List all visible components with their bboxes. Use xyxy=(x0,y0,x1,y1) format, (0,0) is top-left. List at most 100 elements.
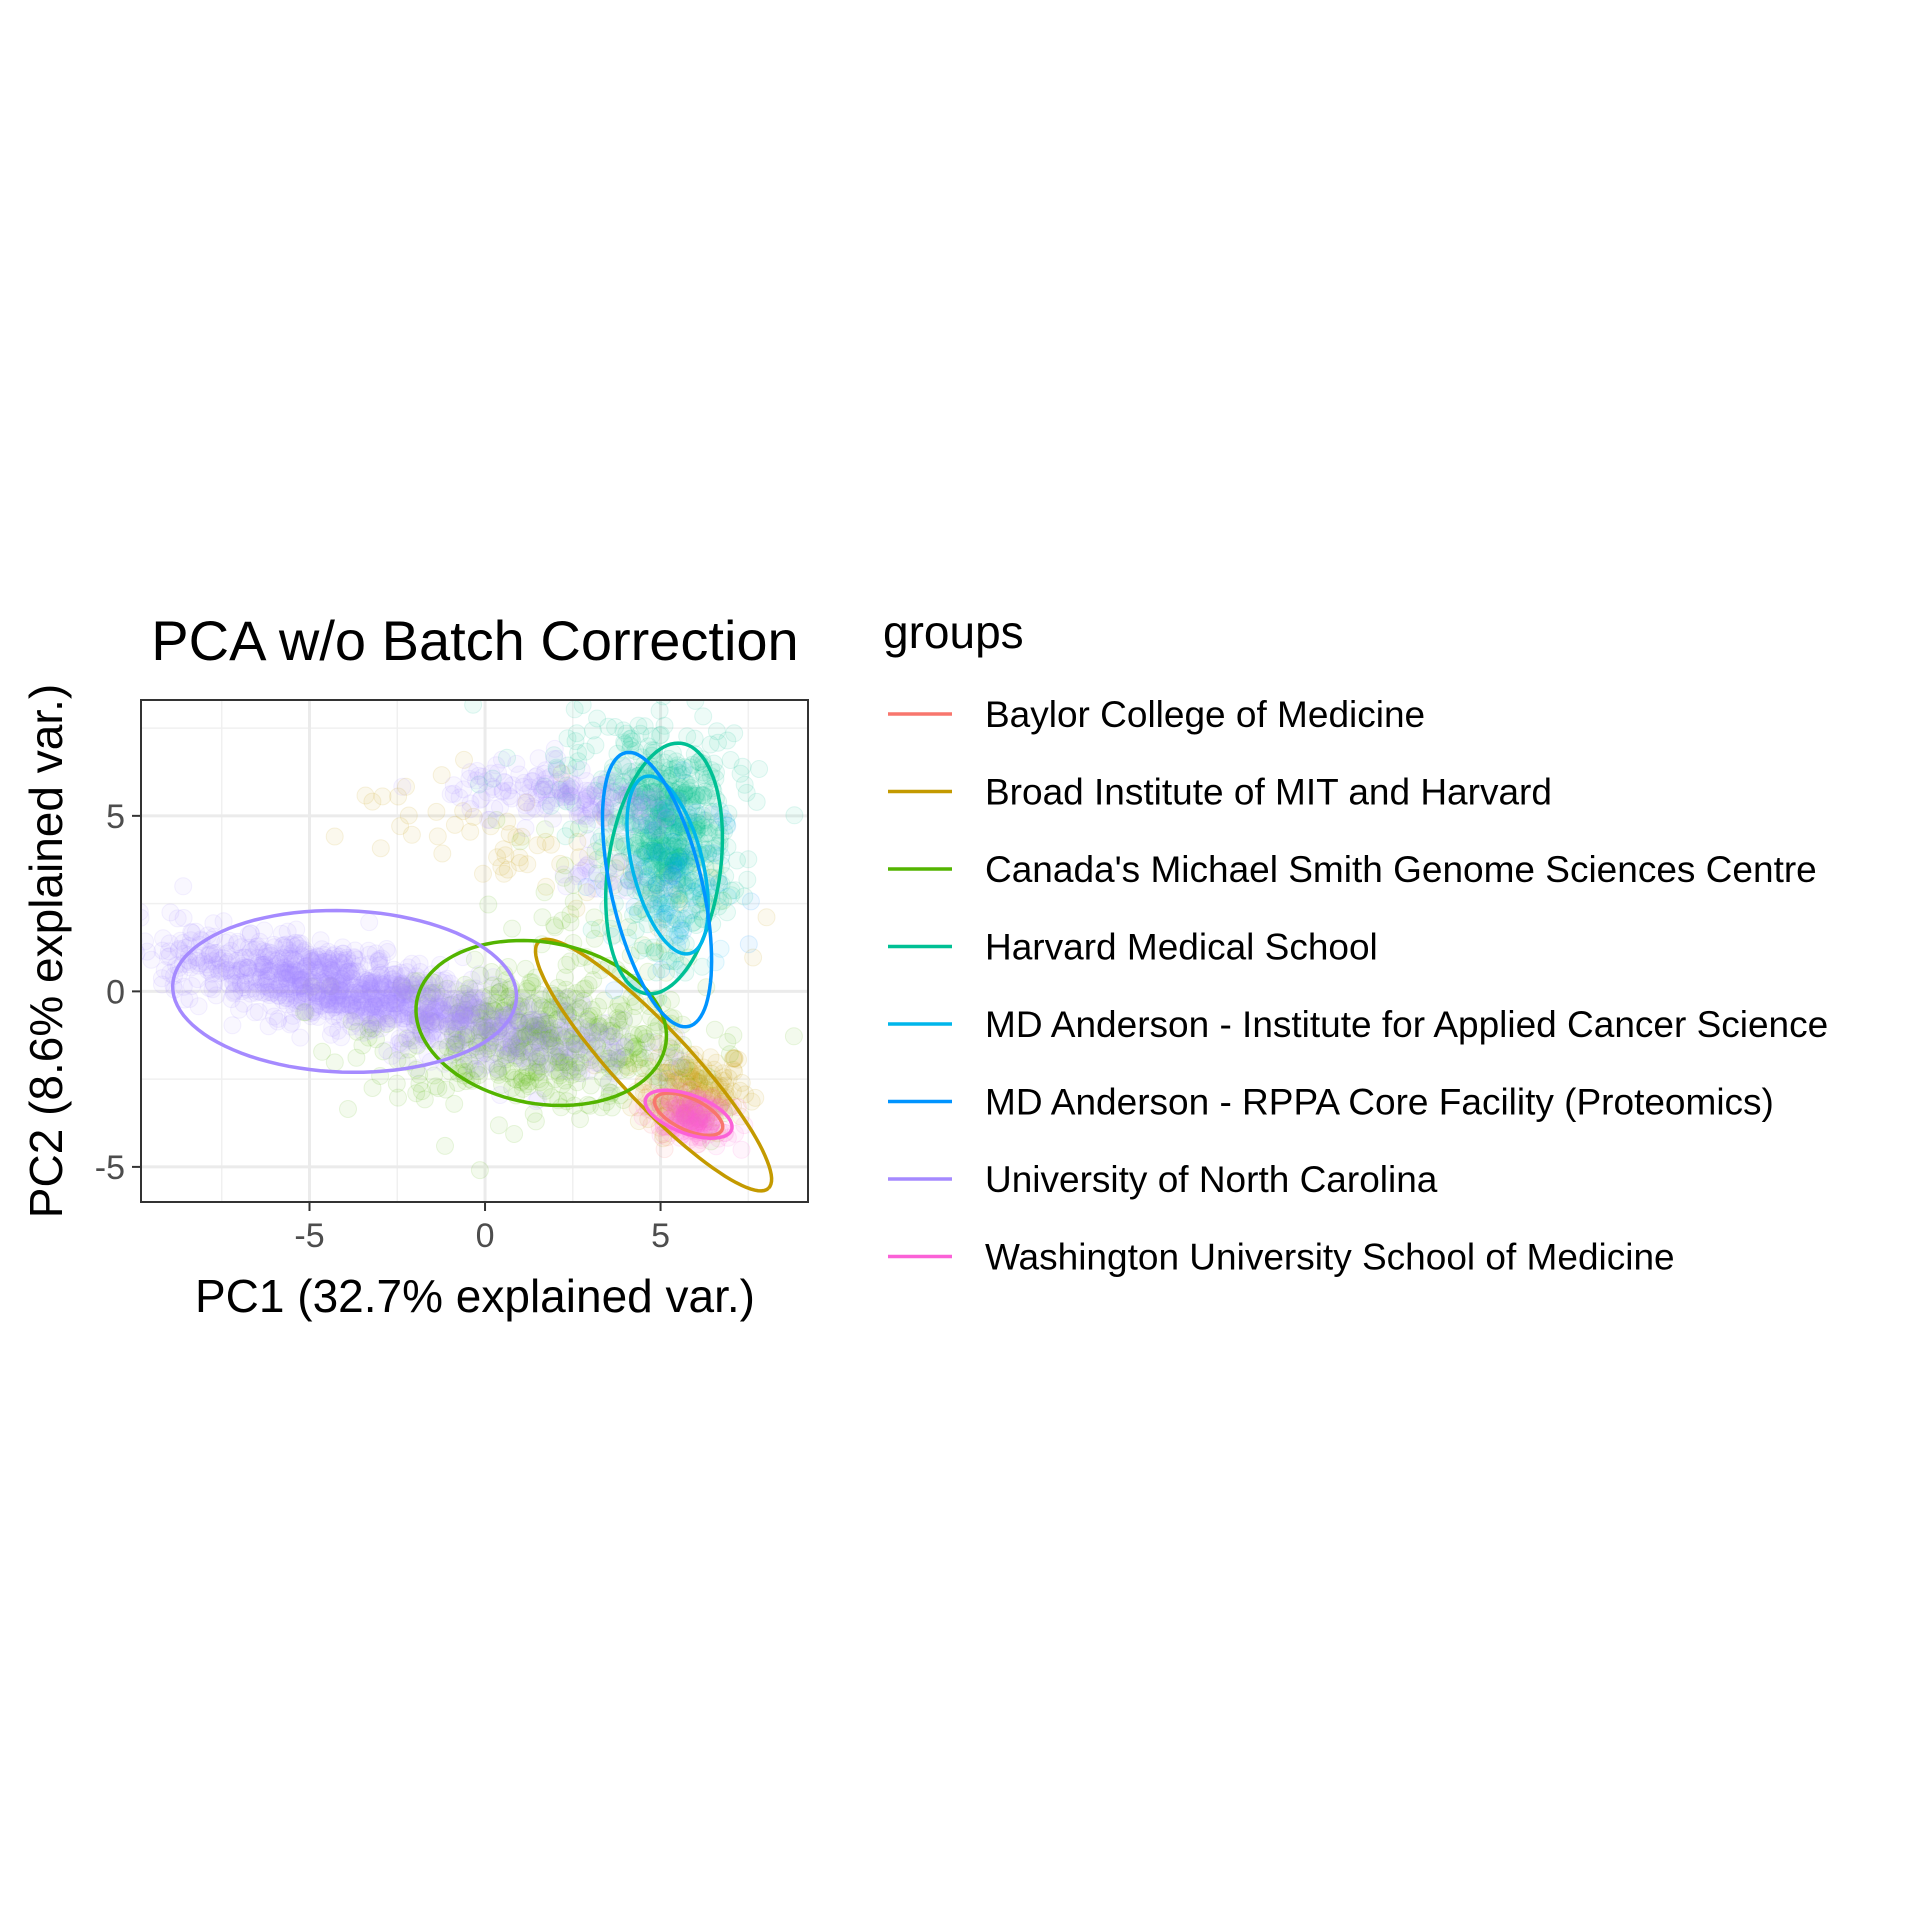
data-point xyxy=(722,886,741,905)
data-point xyxy=(304,990,323,1009)
data-point xyxy=(496,846,515,865)
data-point xyxy=(609,996,628,1014)
data-point xyxy=(540,1035,559,1054)
data-point xyxy=(667,1058,686,1076)
data-point xyxy=(681,758,700,777)
data-point xyxy=(527,1050,546,1069)
data-point xyxy=(605,981,624,1000)
data-point xyxy=(531,1038,550,1057)
data-point xyxy=(556,856,574,875)
data-point xyxy=(441,785,460,804)
data-point xyxy=(641,783,660,802)
major-gridlines xyxy=(141,700,808,1202)
data-point xyxy=(306,948,325,967)
data-point xyxy=(660,761,679,779)
data-point xyxy=(682,766,701,785)
data-point xyxy=(295,960,314,978)
data-point xyxy=(488,984,507,1003)
data-point xyxy=(687,803,706,822)
data-point xyxy=(677,1067,696,1085)
data-point xyxy=(642,879,661,898)
legend-label: Canada's Michael Smith Genome Sciences C… xyxy=(985,849,1817,890)
data-point xyxy=(287,994,306,1013)
data-point xyxy=(670,927,689,946)
data-point xyxy=(141,902,149,921)
data-point xyxy=(429,1079,448,1098)
data-point xyxy=(657,864,676,882)
data-point xyxy=(741,892,760,911)
data-point xyxy=(670,849,689,868)
data-point xyxy=(465,950,484,969)
data-point xyxy=(548,1010,567,1029)
data-point xyxy=(737,783,756,802)
data-point xyxy=(457,1028,476,1047)
data-point xyxy=(295,1003,314,1022)
data-point xyxy=(512,827,531,846)
data-point xyxy=(537,1020,556,1039)
data-point xyxy=(673,839,692,858)
data-point xyxy=(657,963,675,982)
data-point xyxy=(328,1002,347,1021)
data-point xyxy=(663,814,682,833)
data-point xyxy=(684,1072,703,1091)
data-point xyxy=(680,1105,699,1124)
data-point xyxy=(228,932,247,951)
data-point xyxy=(667,854,685,873)
data-point xyxy=(189,997,208,1016)
data-point xyxy=(637,857,656,876)
data-point xyxy=(226,966,245,984)
data-point xyxy=(637,844,656,862)
data-point xyxy=(518,855,537,874)
data-point xyxy=(651,801,670,820)
data-point xyxy=(722,881,741,900)
data-point xyxy=(302,1007,320,1026)
data-point xyxy=(639,827,657,846)
data-point xyxy=(684,1070,703,1089)
data-point xyxy=(662,863,681,882)
data-point xyxy=(658,810,677,829)
data-point xyxy=(608,1044,627,1063)
data-point xyxy=(658,1063,677,1082)
data-point xyxy=(470,1008,488,1027)
data-point xyxy=(454,1026,473,1045)
data-point xyxy=(487,993,506,1012)
data-point xyxy=(256,955,275,974)
data-point xyxy=(646,896,665,915)
data-point xyxy=(644,821,663,840)
data-point xyxy=(659,870,678,889)
data-point xyxy=(300,950,319,969)
data-point xyxy=(706,953,725,972)
data-point xyxy=(232,959,251,978)
data-point xyxy=(563,1065,582,1084)
data-point xyxy=(579,830,598,848)
data-point xyxy=(357,1001,376,1020)
legend-label: University of North Carolina xyxy=(985,1159,1438,1200)
data-point xyxy=(677,1108,695,1127)
data-point xyxy=(631,818,650,837)
data-point xyxy=(582,1000,601,1019)
data-point xyxy=(648,809,667,828)
data-point xyxy=(461,822,480,841)
data-point xyxy=(352,990,371,1009)
data-point xyxy=(646,793,665,811)
data-point xyxy=(639,844,658,863)
data-point xyxy=(735,887,754,906)
data-point xyxy=(614,756,633,775)
data-point xyxy=(641,807,660,826)
data-point xyxy=(539,1029,558,1048)
data-point xyxy=(675,1103,694,1122)
data-point xyxy=(443,995,461,1014)
data-point xyxy=(422,1012,441,1030)
data-point xyxy=(684,883,703,901)
data-point xyxy=(505,1125,524,1143)
data-point xyxy=(681,779,700,797)
data-point xyxy=(653,841,672,860)
data-point xyxy=(217,944,236,963)
data-point xyxy=(455,984,474,1003)
data-point xyxy=(524,1023,543,1042)
data-point xyxy=(666,909,685,928)
data-point xyxy=(641,883,660,902)
data-point xyxy=(359,972,378,991)
data-point xyxy=(317,975,336,993)
data-point xyxy=(657,1063,675,1082)
